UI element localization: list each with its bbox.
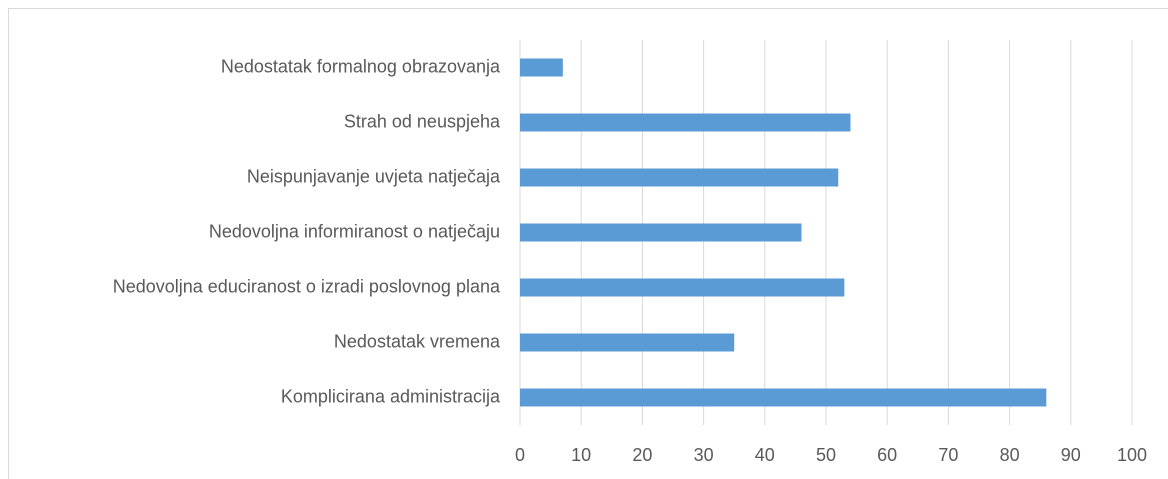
x-tick-label: 40 — [755, 445, 775, 465]
x-tick-label: 20 — [632, 445, 652, 465]
x-tick-label: 100 — [1117, 445, 1147, 465]
x-tick-label: 80 — [1000, 445, 1020, 465]
y-tick-label: Komplicirana administracija — [281, 386, 501, 406]
chart-frame — [8, 8, 1168, 479]
bar — [520, 388, 1047, 407]
x-tick-label: 50 — [816, 445, 836, 465]
x-tick-label: 60 — [877, 445, 897, 465]
x-tick-label: 30 — [694, 445, 714, 465]
bar — [520, 168, 839, 187]
y-tick-label: Neispunjavanje uvjeta natječaja — [247, 166, 501, 186]
y-tick-label: Nedovoljna educiranost o izradi poslovno… — [113, 276, 501, 296]
x-tick-label: 70 — [938, 445, 958, 465]
bar — [520, 333, 735, 352]
bar — [520, 58, 563, 77]
x-tick-label: 0 — [515, 445, 525, 465]
x-tick-label: 10 — [571, 445, 591, 465]
y-tick-label: Strah od neuspjeha — [344, 111, 501, 131]
y-tick-label: Nedostatak vremena — [334, 331, 501, 351]
bar — [520, 223, 802, 242]
bar — [520, 113, 851, 132]
x-tick-label: 90 — [1061, 445, 1081, 465]
bar — [520, 278, 845, 297]
y-tick-label: Nedovoljna informiranost o natječaju — [209, 221, 500, 241]
y-tick-label: Nedostatak formalnog obrazovanja — [221, 56, 501, 76]
